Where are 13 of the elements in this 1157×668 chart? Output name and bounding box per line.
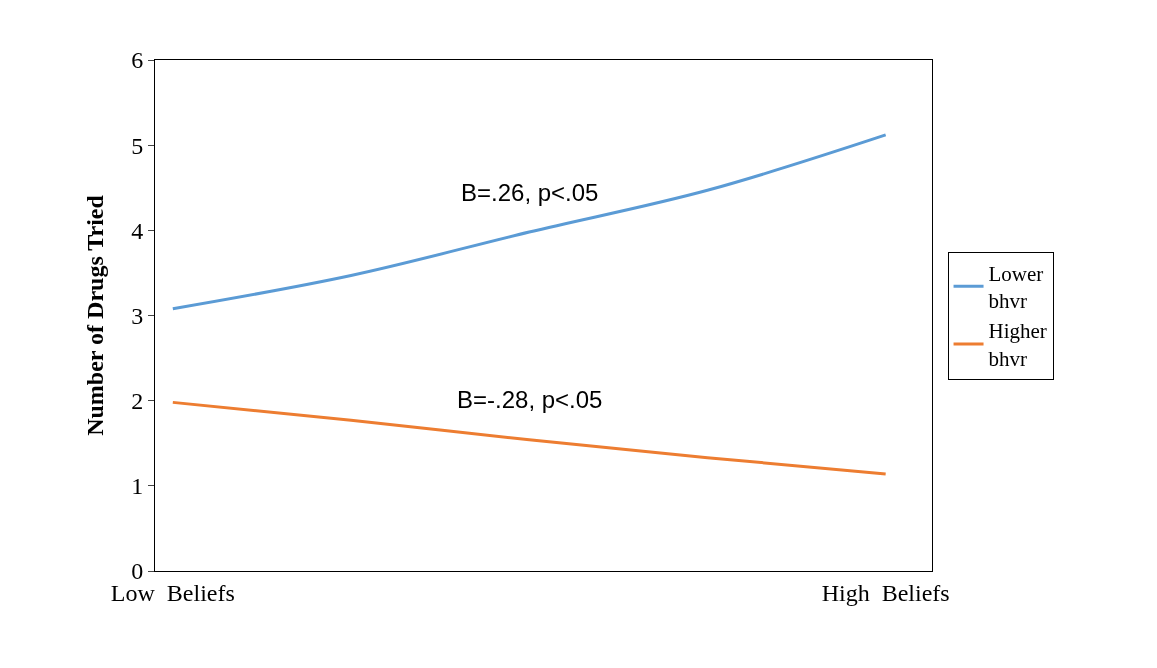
x-tick-label: High Beliefs <box>821 579 950 606</box>
legend-label: Higher bhvr <box>988 319 1047 371</box>
y-tick-label: 3 <box>131 302 144 329</box>
y-tick-label: 5 <box>131 132 144 159</box>
y-axis-title: Number of Drugs Tried <box>82 194 109 436</box>
y-tick-label: 6 <box>131 47 144 74</box>
y-tick-label: 1 <box>131 473 144 500</box>
annotation: B=.26, p<.05 <box>461 179 599 206</box>
y-tick-label: 2 <box>131 388 144 415</box>
line-series <box>171 133 888 311</box>
y-tick-label: 4 <box>131 217 144 244</box>
legend-label: Lower bhvr <box>988 261 1044 314</box>
annotation: B=-.28, p<.05 <box>457 386 603 413</box>
